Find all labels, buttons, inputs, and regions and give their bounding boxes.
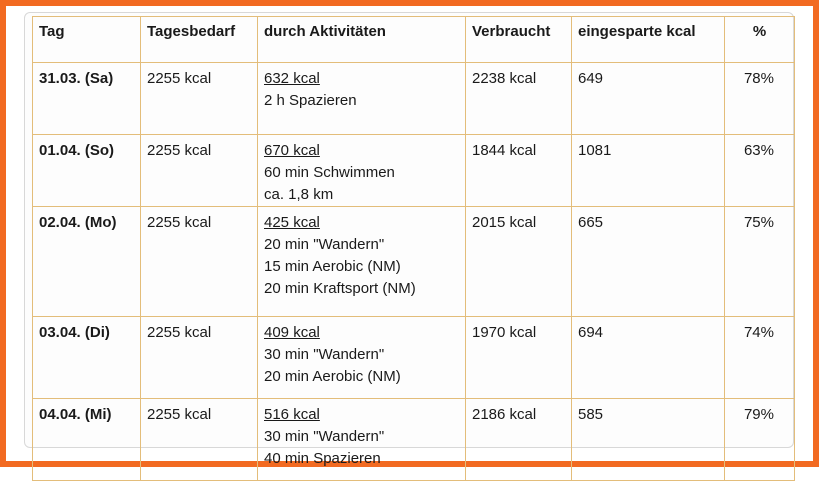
col-header-saved: eingesparte kcal [571, 16, 725, 63]
cell-day: 01.04. (So) [32, 134, 141, 207]
col-header-used: Verbraucht [465, 16, 572, 63]
cell-percent: 79% [724, 398, 795, 481]
cell-day: 04.04. (Mi) [32, 398, 141, 481]
cell-saved: 665 [571, 206, 725, 317]
cell-percent: 78% [724, 62, 795, 135]
activity-kcal: 409 kcal [264, 324, 320, 341]
cell-need: 2255 kcal [140, 206, 258, 317]
header-row: Tag Tagesbedarf durch Aktivitäten Verbra… [32, 16, 795, 63]
cell-activity: 409 kcal 30 min "Wandern" 20 min Aerobic… [257, 316, 466, 399]
activity-line: ca. 1,8 km [264, 186, 334, 203]
cell-used: 1844 kcal [465, 134, 572, 207]
cell-day: 02.04. (Mo) [32, 206, 141, 317]
cell-used: 2015 kcal [465, 206, 572, 317]
activity-line: 15 min Aerobic (NM) [264, 258, 401, 275]
activity-line: 20 min Kraftsport (NM) [264, 280, 416, 297]
cell-need: 2255 kcal [140, 316, 258, 399]
cell-saved: 1081 [571, 134, 725, 207]
cell-saved: 649 [571, 62, 725, 135]
table-row: 04.04. (Mi) 2255 kcal 516 kcal 30 min "W… [32, 398, 795, 481]
activity-kcal: 670 kcal [264, 142, 320, 159]
table-row: 01.04. (So) 2255 kcal 670 kcal 60 min Sc… [32, 134, 795, 207]
activity-kcal: 632 kcal [264, 70, 320, 87]
cell-used: 1970 kcal [465, 316, 572, 399]
cell-saved: 585 [571, 398, 725, 481]
activity-line: 20 min Aerobic (NM) [264, 368, 401, 385]
activity-line: 30 min "Wandern" [264, 346, 385, 363]
activity-kcal: 425 kcal [264, 214, 320, 231]
cell-need: 2255 kcal [140, 62, 258, 135]
col-header-need: Tagesbedarf [140, 16, 258, 63]
cell-used: 2238 kcal [465, 62, 572, 135]
col-header-activity: durch Aktivitäten [257, 16, 466, 63]
activity-kcal: 516 kcal [264, 406, 320, 423]
cell-need: 2255 kcal [140, 398, 258, 481]
table-row: 31.03. (Sa) 2255 kcal 632 kcal 2 h Spazi… [32, 62, 795, 135]
col-header-day: Tag [32, 16, 141, 63]
cell-activity: 670 kcal 60 min Schwimmen ca. 1,8 km [257, 134, 466, 207]
cell-percent: 75% [724, 206, 795, 317]
cell-activity: 425 kcal 20 min "Wandern" 15 min Aerobic… [257, 206, 466, 317]
activity-line: 30 min "Wandern" [264, 428, 385, 445]
calorie-table: Tag Tagesbedarf durch Aktivitäten Verbra… [32, 16, 795, 481]
cell-need: 2255 kcal [140, 134, 258, 207]
cell-day: 31.03. (Sa) [32, 62, 141, 135]
cell-saved: 694 [571, 316, 725, 399]
cell-percent: 74% [724, 316, 795, 399]
cell-activity: 632 kcal 2 h Spazieren [257, 62, 466, 135]
cell-used: 2186 kcal [465, 398, 572, 481]
activity-line: 60 min Schwimmen [264, 164, 395, 181]
table-row: 02.04. (Mo) 2255 kcal 425 kcal 20 min "W… [32, 206, 795, 317]
cell-day: 03.04. (Di) [32, 316, 141, 399]
activity-line: 20 min "Wandern" [264, 236, 385, 253]
activity-line: 2 h Spazieren [264, 92, 357, 109]
activity-line: 40 min Spazieren [264, 450, 381, 467]
col-header-percent: % [724, 16, 795, 63]
cell-activity: 516 kcal 30 min "Wandern" 40 min Spazier… [257, 398, 466, 481]
table-row: 03.04. (Di) 2255 kcal 409 kcal 30 min "W… [32, 316, 795, 399]
cell-percent: 63% [724, 134, 795, 207]
